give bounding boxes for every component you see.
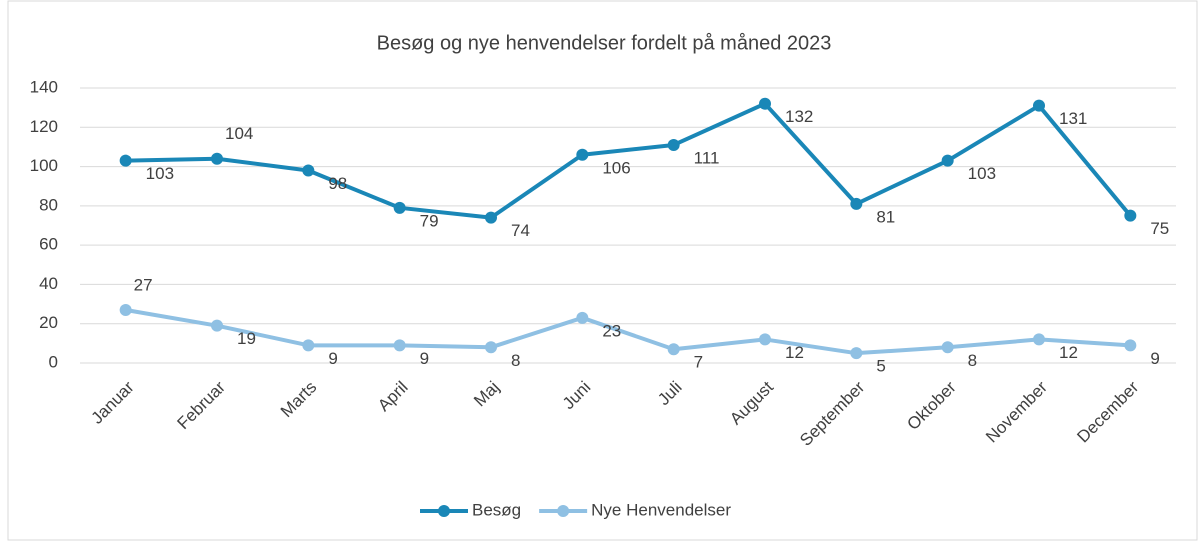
data-label: 81 (876, 207, 895, 226)
data-point (393, 201, 406, 214)
legend-marker (438, 505, 450, 517)
data-point (211, 152, 223, 165)
data-label: 8 (511, 351, 520, 370)
data-label: 9 (420, 349, 429, 368)
data-point (667, 138, 680, 151)
y-tick-label: 120 (30, 117, 58, 136)
data-point (1124, 209, 1137, 222)
data-label: 7 (694, 353, 703, 372)
y-tick-label: 40 (39, 274, 58, 293)
data-label: 74 (511, 221, 530, 240)
data-point (119, 303, 132, 316)
data-point (759, 97, 771, 110)
data-label: 12 (1059, 343, 1078, 362)
data-label: 131 (1059, 109, 1087, 128)
data-point (393, 339, 406, 352)
y-tick-label: 100 (30, 156, 58, 175)
data-point (119, 154, 132, 167)
data-label: 79 (420, 211, 439, 230)
data-point (485, 341, 497, 354)
chart-title: Besøg og nye henvendelser fordelt på mån… (377, 32, 832, 54)
data-point (1033, 99, 1045, 112)
y-tick-label: 60 (39, 235, 58, 254)
data-point (667, 343, 680, 356)
data-label: 5 (876, 357, 885, 376)
y-tick-label: 80 (39, 195, 58, 214)
data-label: 8 (968, 351, 977, 370)
data-point (576, 311, 589, 324)
data-point (1033, 333, 1045, 346)
data-point (1124, 339, 1137, 352)
data-label: 9 (328, 349, 337, 368)
data-point (850, 197, 863, 210)
y-tick-label: 140 (30, 77, 58, 96)
data-label: 9 (1150, 349, 1159, 368)
legend-marker (557, 505, 570, 517)
y-tick-label: 20 (39, 313, 58, 332)
legend-label: Nye Henvendelser (591, 500, 731, 519)
data-point (302, 164, 315, 177)
y-tick-label: 0 (49, 352, 58, 371)
data-label: 27 (134, 275, 153, 294)
data-label: 103 (146, 164, 174, 183)
data-label: 75 (1150, 219, 1169, 238)
data-point (576, 148, 589, 161)
data-point (941, 154, 954, 167)
data-label: 103 (968, 164, 996, 183)
chart-frame (7, 0, 1198, 541)
data-label: 132 (785, 107, 813, 126)
data-point (211, 319, 223, 332)
data-label: 98 (328, 174, 347, 193)
data-point (759, 333, 771, 346)
data-label: 104 (225, 124, 253, 143)
data-point (850, 347, 863, 360)
data-point (302, 339, 315, 352)
legend-label: Besøg (472, 500, 521, 519)
data-label: 111 (694, 148, 720, 167)
data-label: 23 (602, 321, 621, 340)
data-point (485, 211, 497, 224)
data-label: 106 (602, 158, 630, 177)
series-line (125, 307, 1131, 356)
series-line (125, 101, 1132, 220)
data-label: 19 (237, 329, 256, 348)
data-point (941, 341, 954, 354)
data-label: 12 (785, 343, 804, 362)
